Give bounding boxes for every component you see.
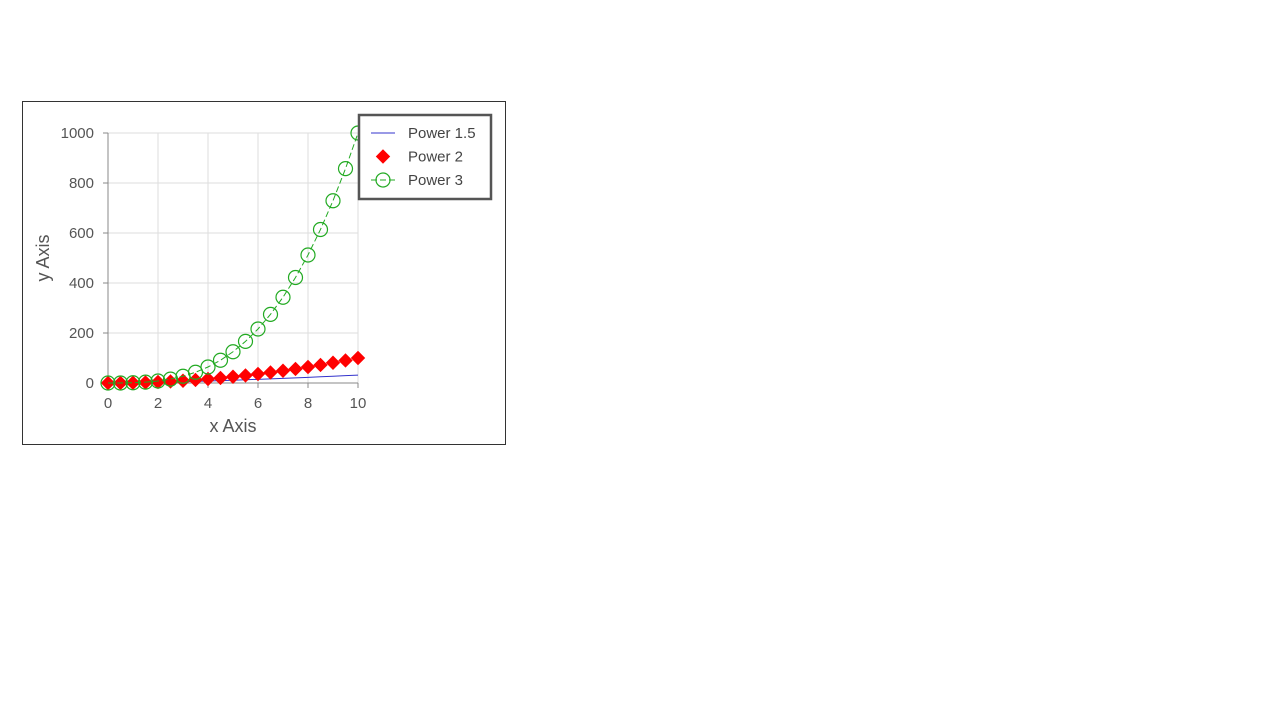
legend-marker bbox=[375, 172, 391, 188]
y-tick-label: 600 bbox=[69, 225, 94, 242]
x-tick-label: 2 bbox=[154, 395, 162, 412]
data-point bbox=[263, 365, 278, 380]
data-point bbox=[112, 375, 129, 391]
x-tick-label: 8 bbox=[304, 395, 312, 412]
data-point bbox=[212, 352, 229, 368]
y-tick-label: 800 bbox=[69, 175, 94, 192]
data-point bbox=[338, 353, 353, 368]
data-point bbox=[350, 350, 366, 366]
data-point bbox=[275, 363, 291, 378]
data-point bbox=[237, 333, 254, 350]
data-point bbox=[225, 369, 241, 384]
data-point bbox=[250, 321, 266, 337]
legend-label: Power 3 bbox=[408, 172, 463, 189]
data-point bbox=[200, 371, 216, 387]
data-point bbox=[313, 357, 328, 373]
data-point bbox=[187, 364, 204, 380]
x-tick-label: 6 bbox=[254, 395, 262, 412]
data-point bbox=[200, 359, 216, 375]
data-point bbox=[325, 193, 341, 209]
legend: Power 1.5 Power 2 Power 3 bbox=[357, 113, 493, 201]
y-axis-title: y Axis bbox=[33, 234, 53, 281]
data-point bbox=[225, 344, 241, 360]
legend-swatch bbox=[371, 172, 395, 188]
data-point bbox=[213, 370, 228, 386]
x-axis-title: x Axis bbox=[209, 416, 256, 436]
y-tick-label: 1000 bbox=[61, 125, 94, 142]
data-point bbox=[238, 368, 253, 383]
series-line bbox=[107, 132, 359, 384]
data-point bbox=[250, 366, 266, 382]
data-point bbox=[300, 359, 316, 375]
x-tick-label: 4 bbox=[204, 395, 212, 412]
legend-swatch bbox=[375, 149, 391, 164]
y-tick-label: 0 bbox=[86, 375, 94, 392]
legend-marker bbox=[375, 149, 391, 164]
data-point bbox=[137, 374, 154, 390]
legend-label: Power 2 bbox=[408, 149, 463, 166]
legend-label: Power 1.5 bbox=[408, 125, 476, 142]
series-power-2 bbox=[100, 350, 366, 391]
data-point bbox=[275, 289, 291, 305]
x-tick-label: 0 bbox=[104, 395, 112, 412]
data-point bbox=[312, 221, 329, 238]
data-point bbox=[100, 375, 116, 391]
y-tick-label: 200 bbox=[69, 325, 94, 342]
data-point bbox=[262, 306, 279, 322]
series bbox=[100, 125, 366, 391]
y-tick-label: 400 bbox=[69, 275, 94, 292]
data-point bbox=[337, 161, 354, 177]
data-point bbox=[125, 375, 141, 391]
series-power-3 bbox=[100, 125, 366, 391]
data-point bbox=[300, 247, 316, 263]
data-point bbox=[325, 355, 341, 370]
legend-box bbox=[357, 113, 493, 201]
data-point bbox=[162, 371, 179, 387]
data-point bbox=[150, 373, 166, 389]
data-point bbox=[287, 269, 304, 286]
data-point bbox=[288, 361, 303, 377]
x-tick-label: 10 bbox=[350, 395, 367, 412]
